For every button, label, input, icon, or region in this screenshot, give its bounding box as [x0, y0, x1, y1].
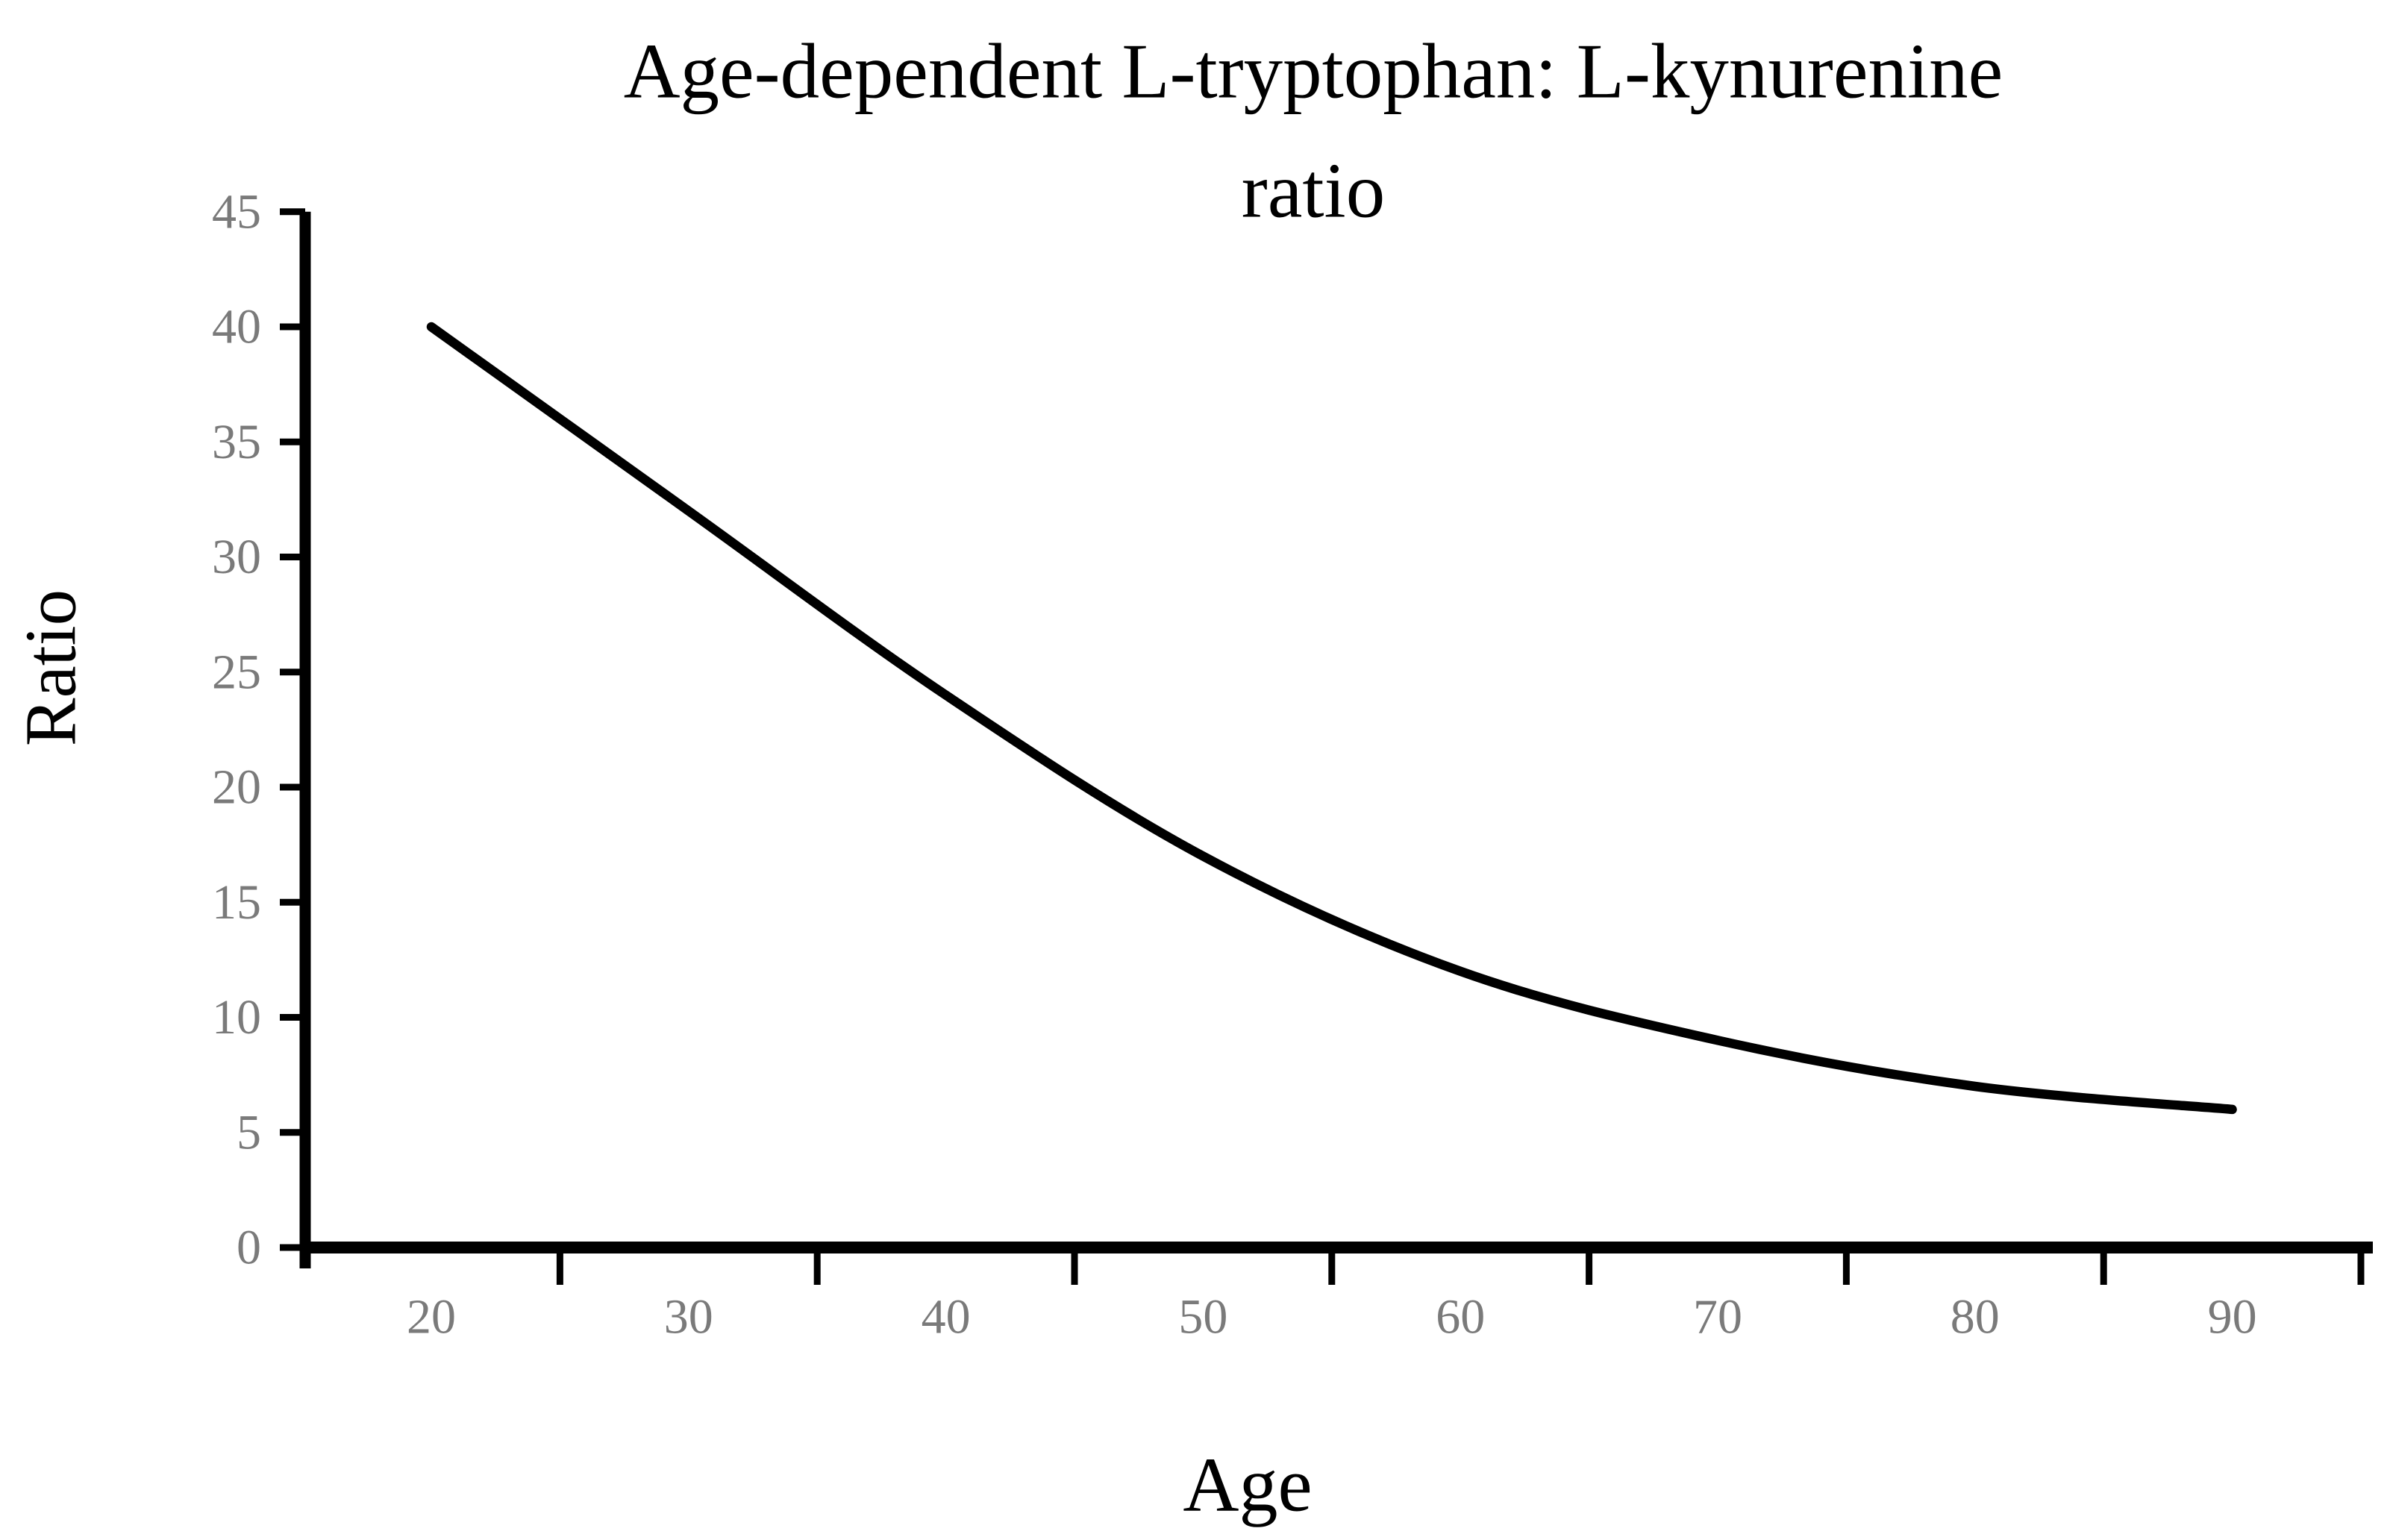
y-tick-label: 30 — [212, 530, 261, 584]
y-tick-label: 40 — [212, 300, 261, 354]
x-tick-label: 70 — [1693, 1290, 1742, 1345]
x-axis-title: Age — [1183, 1442, 1312, 1528]
axes-layer: 0 5 10 15 20 25 30 35 40 45 20 30 40 50 60 70 80 90 — [212, 184, 2373, 1345]
y-tick-label: 45 — [212, 184, 261, 239]
x-tick-label: 40 — [922, 1290, 971, 1345]
x-tick-label: 90 — [2208, 1290, 2257, 1345]
y-tick-label: 5 — [237, 1105, 261, 1159]
y-tick-label: 10 — [212, 990, 261, 1045]
x-tick-label: 50 — [1178, 1290, 1227, 1345]
y-tick-label: 35 — [212, 415, 261, 469]
y-tick-label: 20 — [212, 760, 261, 815]
x-tick-label: 20 — [407, 1290, 456, 1345]
x-tick-label: 30 — [664, 1290, 713, 1345]
y-tick-label: 25 — [212, 645, 261, 699]
x-tick-label: 60 — [1436, 1290, 1485, 1345]
chart-title-line1: Age-dependent L-tryptophan: L-kynurenine — [624, 28, 2003, 115]
y-tick-label: 15 — [212, 875, 261, 930]
y-axis-title: Ratio — [11, 589, 91, 746]
y-tick-label: 0 — [237, 1221, 261, 1275]
chart-title-line2: ratio — [1242, 147, 1385, 234]
x-tick-label: 80 — [1951, 1290, 2000, 1345]
data-line — [426, 322, 2237, 1115]
series-layer — [426, 322, 2237, 1115]
